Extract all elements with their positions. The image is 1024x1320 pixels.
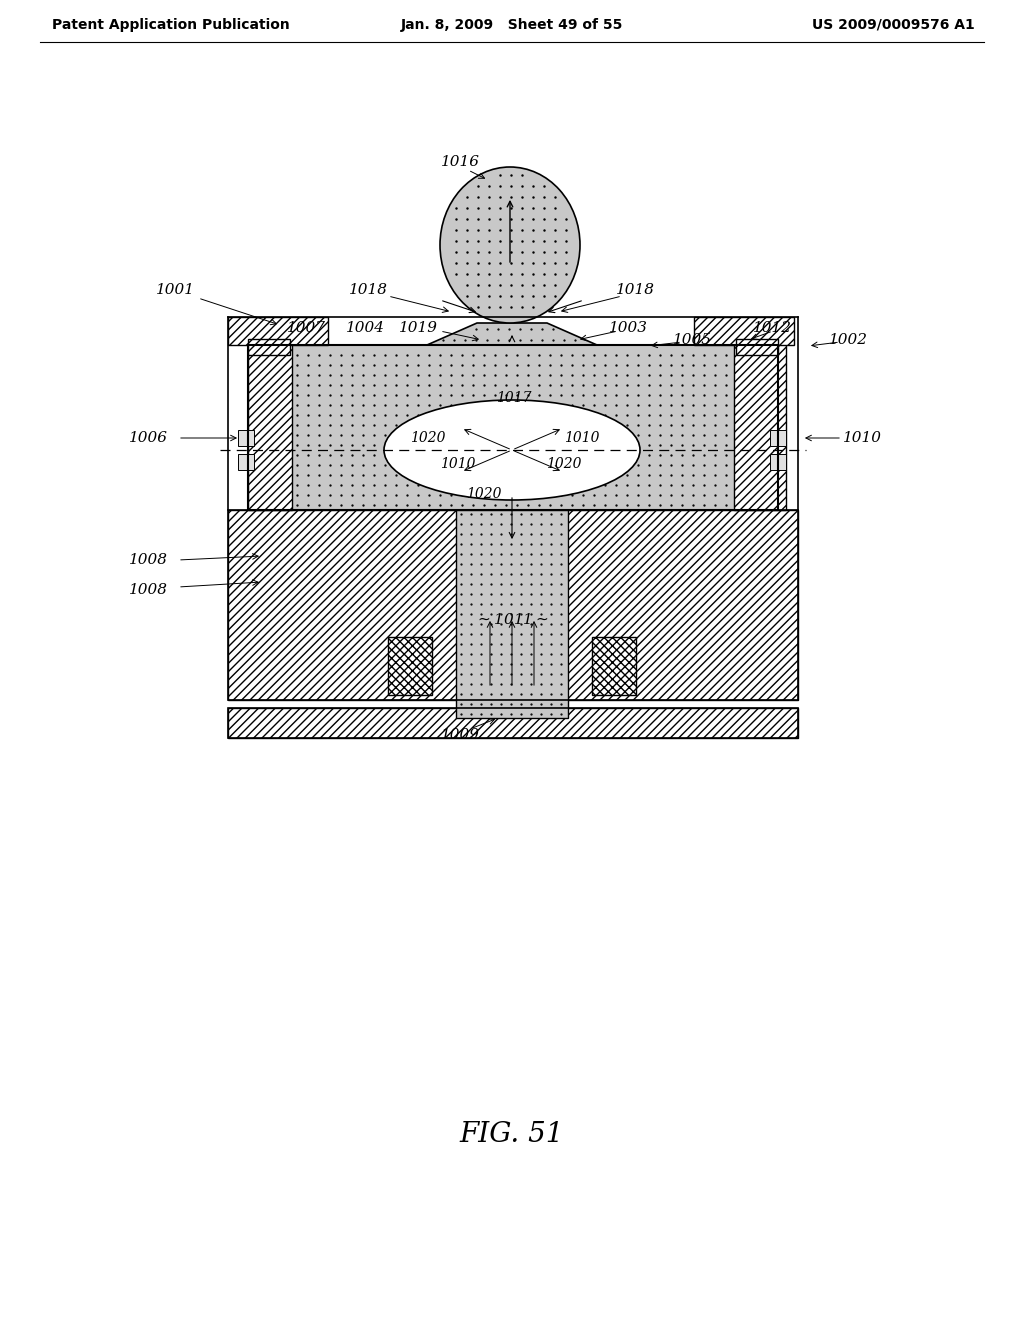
- Text: 1019: 1019: [398, 321, 437, 335]
- Bar: [694, 317, 794, 345]
- Text: 1005: 1005: [673, 333, 712, 347]
- Polygon shape: [427, 323, 597, 345]
- Text: 1018: 1018: [615, 282, 654, 297]
- Bar: [228, 510, 798, 700]
- Bar: [248, 339, 290, 355]
- Text: 1016: 1016: [440, 154, 479, 169]
- Text: 1003: 1003: [608, 321, 647, 335]
- Text: $\sim$1011$\sim$: $\sim$1011$\sim$: [475, 612, 549, 627]
- Text: 1010: 1010: [564, 432, 600, 445]
- Bar: [388, 638, 432, 696]
- Bar: [228, 708, 798, 738]
- Text: FIG. 51: FIG. 51: [460, 1122, 564, 1148]
- Bar: [734, 331, 786, 510]
- Text: 1002: 1002: [828, 333, 867, 347]
- Text: 1007: 1007: [287, 321, 326, 335]
- Text: 1010: 1010: [843, 432, 882, 445]
- Bar: [238, 454, 254, 470]
- Text: 1004: 1004: [345, 321, 384, 335]
- Bar: [238, 430, 254, 446]
- Text: 1012: 1012: [753, 321, 792, 335]
- Bar: [736, 339, 778, 355]
- Text: 1018: 1018: [348, 282, 387, 297]
- Text: 1008: 1008: [128, 553, 168, 568]
- Text: 1017: 1017: [497, 391, 531, 405]
- Text: 1008: 1008: [128, 583, 168, 597]
- Text: 1010: 1010: [440, 457, 476, 471]
- Bar: [228, 317, 328, 345]
- Bar: [770, 430, 786, 446]
- Text: 1020: 1020: [546, 457, 582, 471]
- Text: Patent Application Publication: Patent Application Publication: [52, 18, 290, 32]
- Bar: [248, 345, 778, 510]
- Ellipse shape: [384, 400, 640, 500]
- Ellipse shape: [440, 168, 580, 323]
- Text: 1001: 1001: [156, 282, 195, 297]
- Text: 1009: 1009: [440, 729, 479, 742]
- Text: 1006: 1006: [128, 432, 168, 445]
- Text: 1020: 1020: [466, 487, 502, 502]
- Bar: [456, 510, 568, 718]
- Bar: [592, 638, 636, 696]
- Bar: [228, 510, 798, 700]
- Bar: [228, 708, 798, 738]
- Bar: [248, 345, 778, 510]
- Bar: [248, 331, 292, 510]
- Bar: [770, 454, 786, 470]
- Text: US 2009/0009576 A1: US 2009/0009576 A1: [812, 18, 975, 32]
- Text: Jan. 8, 2009   Sheet 49 of 55: Jan. 8, 2009 Sheet 49 of 55: [400, 18, 624, 32]
- Text: 1020: 1020: [411, 432, 445, 445]
